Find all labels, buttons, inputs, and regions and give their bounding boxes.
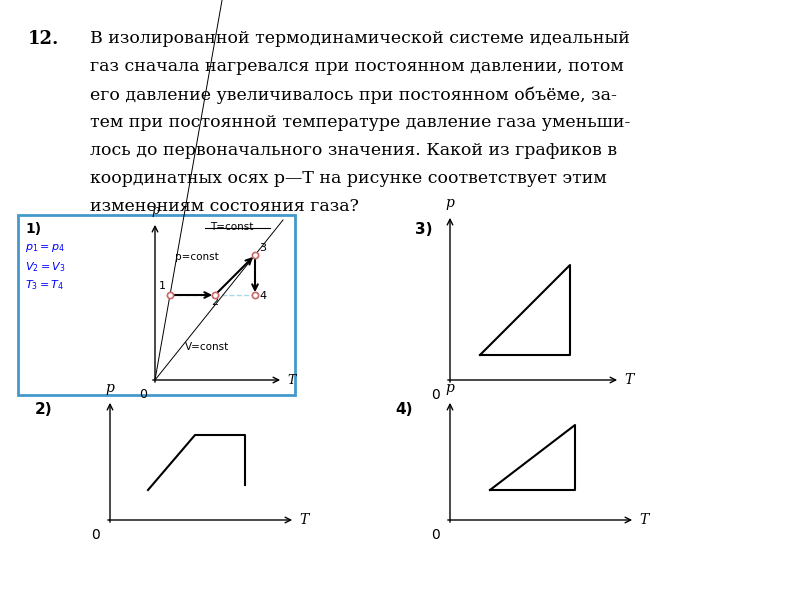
Text: T: T [624, 373, 634, 387]
Text: 4: 4 [259, 291, 266, 301]
Text: лось до первоначального значения. Какой из графиков в: лось до первоначального значения. Какой … [90, 142, 617, 159]
Text: $V_2=V_3$: $V_2=V_3$ [25, 260, 66, 274]
Bar [18, 215, 295, 395]
Text: V=const: V=const [185, 342, 230, 352]
Text: 0: 0 [91, 528, 100, 542]
Text: 1): 1) [25, 222, 41, 236]
Text: $T_3=T_4$: $T_3=T_4$ [25, 278, 64, 292]
Text: 0: 0 [139, 388, 147, 401]
Text: газ сначала нагревался при постоянном давлении, потом: газ сначала нагревался при постоянном да… [90, 58, 624, 75]
Text: p: p [446, 381, 454, 395]
Text: 2): 2) [35, 402, 53, 417]
Text: 0: 0 [431, 528, 440, 542]
Text: p: p [151, 204, 159, 217]
Text: 4): 4) [395, 402, 413, 417]
Text: координатных осях p—T на рисунке соответствует этим: координатных осях p—T на рисунке соответ… [90, 170, 606, 187]
Text: 0: 0 [431, 388, 440, 402]
Text: 3: 3 [259, 243, 266, 253]
Text: 2: 2 [211, 297, 218, 307]
Text: T: T [639, 513, 648, 527]
Text: тем при постоянной температуре давление газа уменьши-: тем при постоянной температуре давление … [90, 114, 630, 131]
Text: T=const: T=const [210, 222, 254, 232]
Text: его давление увеличивалось при постоянном объёме, за-: его давление увеличивалось при постоянно… [90, 86, 617, 103]
Text: p: p [106, 381, 114, 395]
Text: p: p [446, 196, 454, 210]
Text: T: T [299, 513, 308, 527]
Text: p=const: p=const [175, 252, 218, 262]
Text: изменениям состояния газа?: изменениям состояния газа? [90, 198, 359, 215]
Text: В изолированной термодинамической системе идеальный: В изолированной термодинамической систем… [90, 30, 630, 47]
Text: 12.: 12. [28, 30, 59, 48]
Text: 1: 1 [158, 281, 166, 291]
Text: T: T [287, 373, 295, 386]
Text: $p_1=p_4$: $p_1=p_4$ [25, 242, 65, 254]
Text: 3): 3) [415, 222, 433, 237]
